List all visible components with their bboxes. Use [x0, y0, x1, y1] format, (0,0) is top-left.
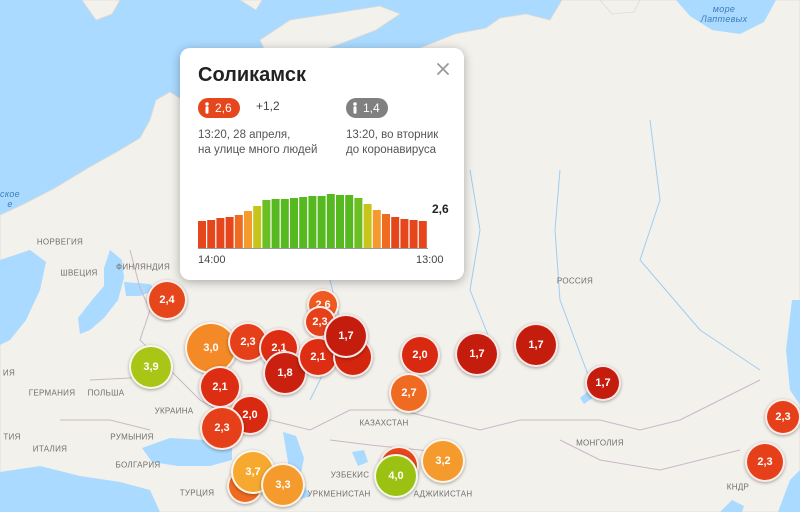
map-label-germaniya: ГЕРМАНИЯ: [28, 388, 76, 398]
map-label-rossiya: РОССИЯ: [556, 276, 594, 286]
map-label-finlyandiya: ФИНЛЯНДИЯ: [115, 262, 171, 272]
map-label-mongoliya: МОНГОЛИЯ: [576, 438, 624, 448]
chart-bar-18: [354, 198, 363, 249]
chart-bar-20: [372, 210, 381, 249]
chart-current-label: 2,6: [432, 202, 449, 216]
map-label-rumyniya: РУМЫНИЯ: [110, 432, 154, 442]
chart-bar-3: [216, 218, 225, 249]
baseline-time-text: 13:20, во вторник: [346, 129, 439, 141]
map-label-italiya: ИТАЛИЯ: [32, 444, 68, 454]
map-label-sea-w: ское е: [0, 189, 20, 209]
map-label-turkmenistan: УРКМЕНИСТАН: [307, 489, 371, 499]
person-icon: [353, 102, 357, 114]
city-popup: Соликамск 2,6 +1,2 1,4 13:20, 28 апреля,…: [180, 48, 464, 280]
baseline-level-badge: 1,4: [346, 98, 388, 118]
city-marker-m22[interactable]: 3,2: [421, 439, 465, 483]
map-label-tadzhikistan: АДЖИКИСТАН: [413, 489, 473, 499]
current-level-badge: 2,6: [198, 98, 240, 118]
chart-x-end-label: 13:00: [416, 254, 444, 266]
activity-bar-chart: [198, 194, 428, 249]
chart-bar-9: [271, 199, 280, 249]
chart-bar-2: [207, 220, 216, 249]
chart-bar-19: [363, 204, 372, 249]
chart-bar-12: [299, 197, 308, 249]
chart-bar-13: [308, 196, 317, 249]
map-label-shveciya: ШВЕЦИЯ: [60, 268, 98, 278]
current-level-value: 2,6: [215, 101, 232, 115]
popup-title: Соликамск: [198, 64, 306, 86]
level-delta: +1,2: [256, 99, 280, 113]
chart-bar-25: [418, 221, 427, 249]
city-marker-m21[interactable]: 4,0: [374, 454, 418, 498]
city-marker-m7[interactable]: 2,3: [200, 406, 244, 450]
map-label-kndr: КНДР: [726, 482, 750, 492]
chart-bar-22: [391, 217, 400, 249]
current-description: 13:20, 28 апреля, на улице много людей: [198, 128, 317, 158]
city-marker-m19[interactable]: 1,7: [585, 365, 621, 401]
chart-bar-23: [400, 219, 409, 249]
city-marker-m26[interactable]: 2,3: [765, 399, 800, 435]
city-marker-m4[interactable]: 3,9: [129, 345, 173, 389]
city-marker-m25[interactable]: 3,3: [261, 463, 305, 507]
chart-bar-16: [336, 195, 344, 249]
chart-bar-7: [253, 206, 262, 249]
chart-bar-4: [225, 217, 234, 249]
chart-bar-15: [326, 194, 335, 249]
city-marker-m17[interactable]: 1,7: [455, 332, 499, 376]
chart-bar-8: [262, 200, 271, 249]
map-label-norvegiya: НОРВЕГИЯ: [36, 237, 84, 247]
chart-bar-17: [345, 195, 354, 249]
chart-bar-14: [317, 196, 326, 249]
chart-bar-6: [244, 211, 252, 249]
current-time-text: 13:20, 28 апреля,: [198, 129, 291, 141]
current-status-text: на улице много людей: [198, 144, 318, 156]
map-label-kazahstan: КАЗАХСТАН: [359, 418, 409, 428]
map-label-ia: ИЯ: [2, 368, 16, 378]
map-label-polsha: ПОЛЬША: [87, 388, 125, 398]
city-marker-m27[interactable]: 2,3: [745, 442, 785, 482]
chart-bar-10: [280, 199, 289, 249]
map-label-bolgariya: БОЛГАРИЯ: [115, 460, 161, 470]
baseline-status-text: до коронавируса: [346, 144, 436, 156]
chart-bar-21: [382, 214, 390, 249]
chart-x-start-label: 14:00: [198, 254, 226, 266]
close-icon[interactable]: [434, 60, 452, 78]
map-label-uzbekistan: УЗБЕКИС: [330, 470, 370, 480]
chart-bar-11: [290, 198, 298, 249]
city-marker-m18[interactable]: 1,7: [514, 323, 558, 367]
city-marker-m15[interactable]: 2,0: [400, 335, 440, 375]
chart-bar-5: [234, 215, 243, 249]
person-icon: [205, 102, 209, 114]
chart-bar-1: [198, 221, 206, 249]
chart-bar-24: [409, 220, 418, 249]
city-marker-m14[interactable]: 1,7: [324, 314, 368, 358]
map-label-ukraina: УКРАИНА: [154, 406, 194, 416]
baseline-level-value: 1,4: [363, 101, 380, 115]
city-marker-m16[interactable]: 2,7: [389, 373, 429, 413]
city-marker-m1[interactable]: 2,4: [147, 280, 187, 320]
map-label-sea-laptev: море Лаптевых: [700, 4, 748, 24]
map-label-tsia: ТИЯ: [3, 432, 21, 442]
baseline-description: 13:20, во вторник до коронавируса: [346, 128, 438, 158]
map-label-turciya: ТУРЦИЯ: [179, 488, 215, 498]
